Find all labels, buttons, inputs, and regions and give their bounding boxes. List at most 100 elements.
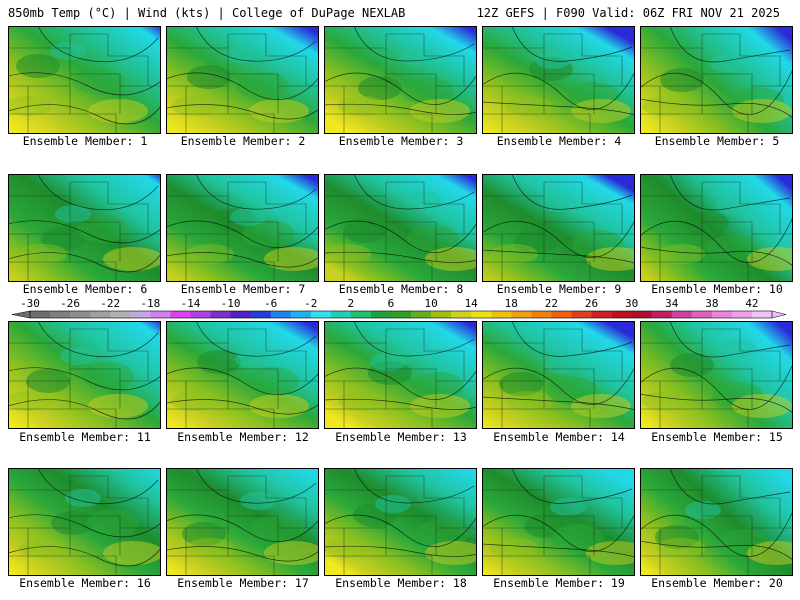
ensemble-member-label: Ensemble Member: 17 (177, 576, 309, 590)
isotherm-contour (166, 399, 319, 415)
ensemble-member-label: Ensemble Member: 3 (338, 134, 464, 148)
isotherm-contour (353, 468, 475, 504)
isotherm-contour (640, 510, 793, 557)
ensemble-member-label: Ensemble Member: 6 (22, 282, 148, 296)
colorbar-tick-label: 38 (705, 297, 718, 310)
isotherm-contour (669, 174, 791, 211)
colorbar-swatch (190, 311, 211, 318)
ensemble-map-panel (640, 468, 793, 576)
ensemble-map-panel (324, 26, 477, 134)
colorbar-swatch (531, 311, 552, 318)
state-boundary (640, 328, 741, 351)
state-boundary (108, 350, 149, 381)
isotherm-contour (353, 26, 475, 62)
colorbar-swatch (370, 311, 392, 318)
state-boundary (543, 86, 591, 134)
state-boundary (385, 86, 433, 134)
isotherm-contour (669, 468, 791, 505)
isotherm-contour (8, 252, 161, 273)
colorbar-swatch (210, 311, 231, 318)
state-boundary (582, 55, 623, 86)
colorbar-swatch (591, 311, 612, 318)
ensemble-member-label: Ensemble Member: 9 (496, 282, 622, 296)
state-boundary (640, 33, 741, 56)
isotherm-contour (482, 513, 635, 552)
ensemble-member-label: Ensemble Member: 10 (651, 282, 783, 296)
colorbar-tick-label: -22 (100, 297, 120, 310)
isotherm-contour (166, 72, 319, 101)
state-boundary (482, 475, 583, 498)
colorbar-swatch (250, 311, 271, 318)
colorbar-swatch (611, 311, 632, 318)
colorbar-swatch (90, 311, 111, 318)
ensemble-member-label: Ensemble Member: 2 (180, 134, 306, 148)
ensemble-member-label: Ensemble Member: 8 (338, 282, 464, 296)
isotherm-contour (324, 514, 477, 547)
state-boundary (424, 497, 465, 528)
isotherm-contour (640, 216, 793, 263)
colorbar-svg: -30 -26 -22 -18 -14 -10 -6 -2 2 6 10 14 18 22 26 30 34 38… (11, 297, 787, 319)
isotherm-contour (640, 68, 793, 115)
state-boundary (324, 328, 425, 351)
isotherm-contour (8, 220, 161, 244)
state-boundary (640, 475, 741, 498)
isotherm-contour (482, 219, 635, 258)
isotherm-contour (640, 393, 793, 414)
isotherm-contour (166, 514, 319, 543)
colorbar-swatch (691, 311, 713, 318)
state-boundary (386, 368, 437, 409)
isotherm-contour (511, 26, 633, 62)
isotherm-contour (166, 546, 319, 562)
ensemble-map-panel (482, 26, 635, 134)
isotherm-contour (324, 72, 477, 105)
ensemble-member-label: Ensemble Member: 14 (493, 430, 625, 444)
colorbar-swatch (390, 311, 412, 318)
state-boundary (166, 33, 267, 56)
colorbar-swatch (350, 311, 372, 318)
colorbar-tick-label: -30 (20, 297, 40, 310)
state-boundary (702, 368, 753, 409)
ensemble-map-panel (8, 321, 161, 429)
colorbar-swatch (731, 311, 753, 318)
state-boundary (640, 181, 741, 204)
colorbar-tick-label: 18 (505, 297, 518, 310)
temperature-map (640, 174, 793, 282)
isotherm-contour (8, 72, 161, 96)
state-boundary (324, 475, 425, 498)
state-boundary (266, 497, 307, 528)
state-boundary (227, 234, 275, 282)
isotherm-contour (640, 540, 793, 561)
ensemble-map-panel (324, 468, 477, 576)
state-boundary (70, 73, 121, 114)
temperature-map (324, 174, 477, 282)
ensemble-map-panel (482, 468, 635, 576)
colorbar-tick-label: 34 (665, 297, 679, 310)
colorbar-tick-label: -18 (140, 297, 160, 310)
isotherm-contour (166, 220, 319, 249)
isotherm-contour (669, 26, 791, 63)
ensemble-map-panel (8, 468, 161, 576)
state-boundary (544, 515, 595, 556)
state-boundary (8, 181, 109, 204)
isotherm-contour (482, 249, 635, 264)
temperature-map (166, 468, 319, 576)
state-boundary (701, 86, 749, 134)
state-boundary (385, 381, 433, 429)
ensemble-member-label: Ensemble Member: 4 (496, 134, 622, 148)
temperature-map (8, 468, 161, 576)
isotherm-contour (640, 246, 793, 267)
colorbar-swatch (310, 311, 332, 318)
colorbar-tick-label: 22 (545, 297, 558, 310)
state-boundary (424, 203, 465, 234)
isotherm-contour (37, 26, 159, 63)
isotherm-contour (482, 71, 635, 110)
isotherm-contour (8, 104, 161, 125)
ensemble-map-panel (640, 321, 793, 429)
state-boundary (544, 368, 595, 409)
temperature-map (324, 468, 477, 576)
state-boundary (482, 328, 583, 351)
isotherm-contour (669, 321, 791, 358)
colorbar-tick-label: -14 (180, 297, 200, 310)
isotherm-contour (324, 220, 477, 253)
isotherm-contour (324, 545, 477, 557)
